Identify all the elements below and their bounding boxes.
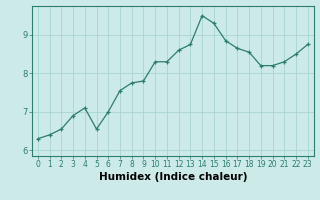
X-axis label: Humidex (Indice chaleur): Humidex (Indice chaleur) <box>99 172 247 182</box>
